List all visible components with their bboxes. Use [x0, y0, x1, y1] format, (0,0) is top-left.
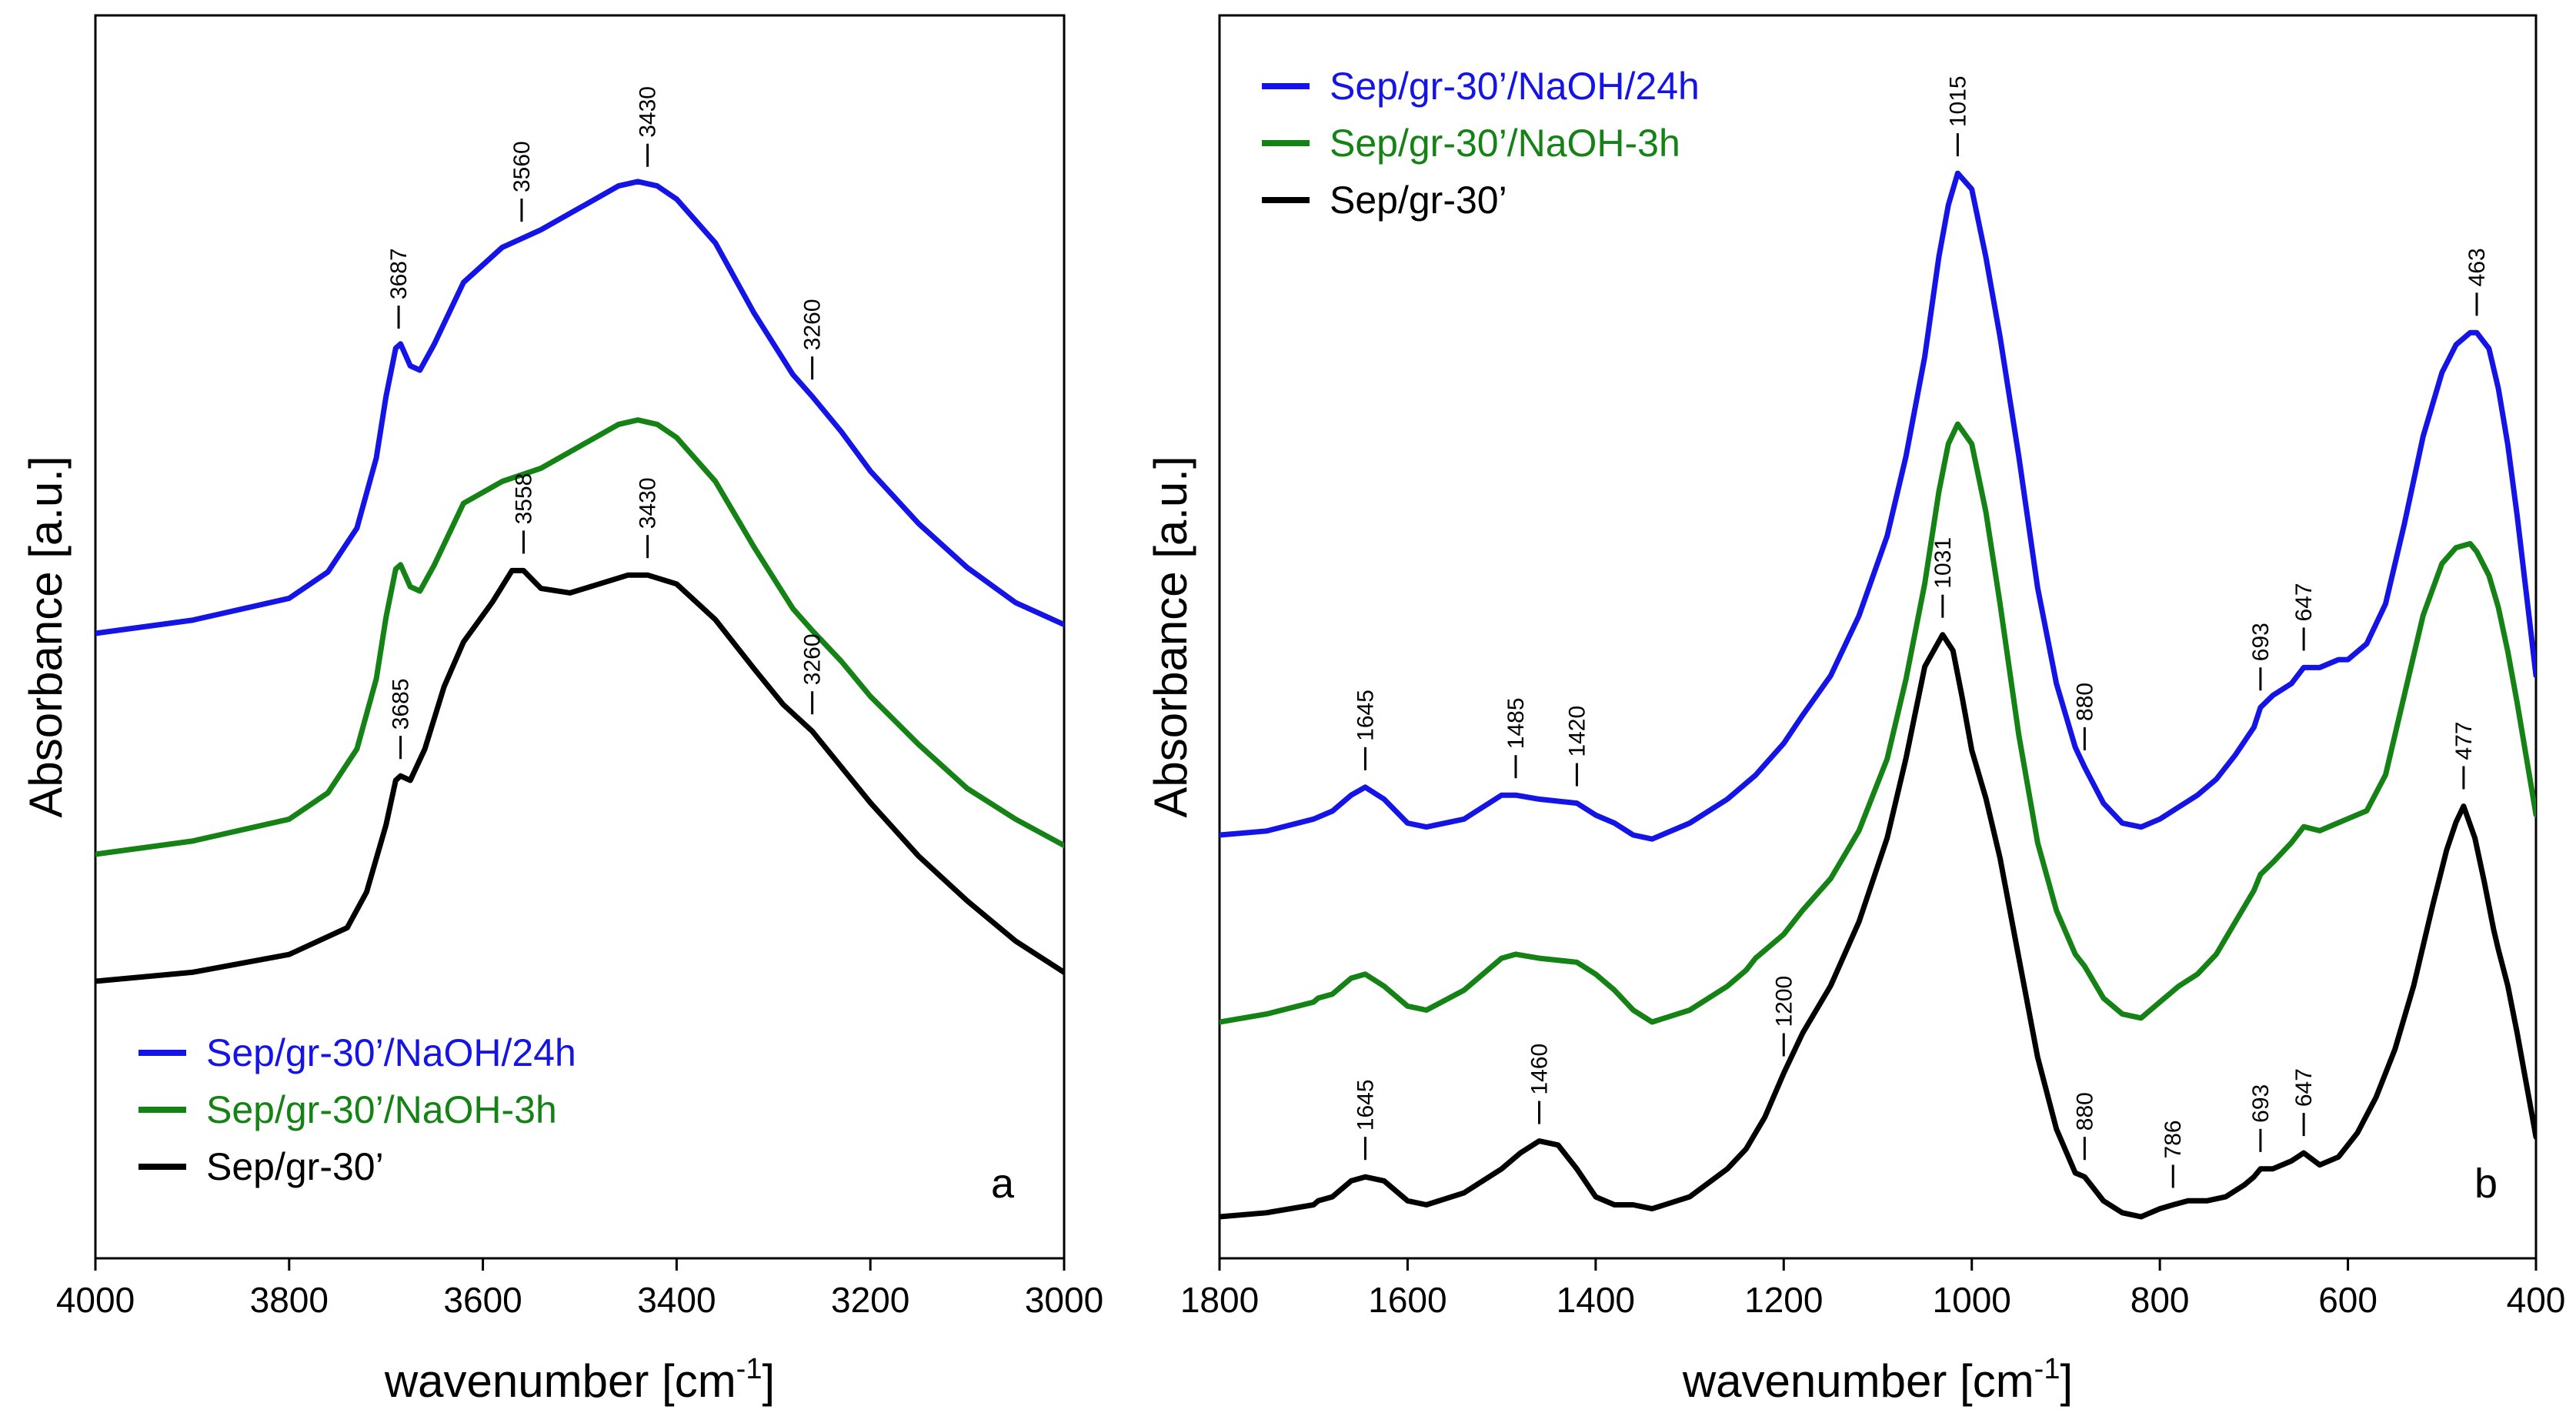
- peak-label: 3260: [800, 633, 826, 685]
- plot-frame: [94, 14, 1066, 1260]
- x-tick-label: 1000: [1933, 1280, 2011, 1320]
- peak-label: 3687: [386, 248, 412, 299]
- peak-label: 1485: [1503, 697, 1529, 749]
- peak-label: 3560: [509, 141, 535, 192]
- series-line-0: [1220, 170, 2536, 842]
- series-line-2: [95, 567, 1064, 984]
- peak-label: 1031: [1930, 537, 1956, 589]
- x-tick-label: 800: [2131, 1280, 2190, 1320]
- panel-b: 1800 1600 1400 1200 1000 800 600 400 wavenumber …: [1145, 14, 2566, 1407]
- series-line-1: [1220, 421, 2536, 1025]
- x-tick-label: 4000: [56, 1280, 135, 1320]
- x-axis-label: wavenumber [cm-1]: [1682, 1353, 2073, 1407]
- series-line-0: [95, 179, 1064, 636]
- peak-label: 1420: [1564, 706, 1590, 757]
- peak-label: 647: [2291, 1068, 2317, 1107]
- peak-label: 477: [2451, 721, 2477, 760]
- series-line-2: [1220, 632, 2536, 1220]
- peak-label: 463: [2464, 248, 2490, 286]
- peak-label: 880: [2072, 1092, 2097, 1131]
- legend-label: Sep/gr-30’/NaOH-3h: [206, 1088, 557, 1131]
- y-axis-label: Absorbance [a.u.]: [1145, 456, 1196, 817]
- x-tick-label: 1200: [1744, 1280, 1823, 1320]
- x-tick-label: 3000: [1025, 1280, 1103, 1320]
- peak-label: 647: [2291, 583, 2317, 621]
- panel-a: 4000 3800 3600 3400 3200 3000 wavenumber [cm-1…: [20, 14, 1103, 1407]
- panel-letter: a: [991, 1161, 1015, 1207]
- peak-label: 786: [2161, 1120, 2186, 1158]
- peak-label: 3430: [636, 477, 661, 529]
- series-line-1: [95, 417, 1064, 857]
- legend-label: Sep/gr-30’/NaOH-3h: [1330, 122, 1680, 165]
- panel-letter: b: [2474, 1161, 2498, 1207]
- x-tick-label: 400: [2507, 1280, 2566, 1320]
- peak-label: 693: [2248, 1084, 2274, 1123]
- peak-label: 1200: [1771, 976, 1797, 1027]
- x-tick-label: 3600: [443, 1280, 522, 1320]
- peak-label: 3685: [389, 678, 414, 730]
- y-axis-label: Absorbance [a.u.]: [20, 456, 72, 817]
- legend-label: Sep/gr-30’: [1330, 179, 1507, 222]
- peak-label: 1015: [1945, 75, 1970, 127]
- peak-label: 3430: [636, 86, 661, 138]
- x-tick-label: 1800: [1180, 1280, 1259, 1320]
- x-tick-label: 3800: [250, 1280, 329, 1320]
- peak-label: 3260: [800, 299, 826, 350]
- x-axis-label: wavenumber [cm-1]: [384, 1353, 775, 1407]
- peak-label: 3558: [511, 473, 536, 525]
- x-tick-label: 1600: [1368, 1280, 1446, 1320]
- legend-label: Sep/gr-30’/NaOH/24h: [206, 1031, 576, 1074]
- peak-label: 1460: [1527, 1044, 1553, 1095]
- x-tick-label: 600: [2318, 1280, 2377, 1320]
- plot-frame: [1218, 14, 2538, 1260]
- x-tick-label: 3400: [637, 1280, 716, 1320]
- peak-label: 880: [2072, 683, 2097, 721]
- peak-label: 693: [2248, 623, 2274, 661]
- legend-label: Sep/gr-30’: [206, 1145, 384, 1188]
- x-tick-label: 1400: [1557, 1280, 1635, 1320]
- x-tick-label: 3200: [831, 1280, 909, 1320]
- legend-label: Sep/gr-30’/NaOH/24h: [1330, 65, 1700, 108]
- peak-label: 1645: [1353, 690, 1378, 741]
- peak-label: 1645: [1353, 1079, 1378, 1131]
